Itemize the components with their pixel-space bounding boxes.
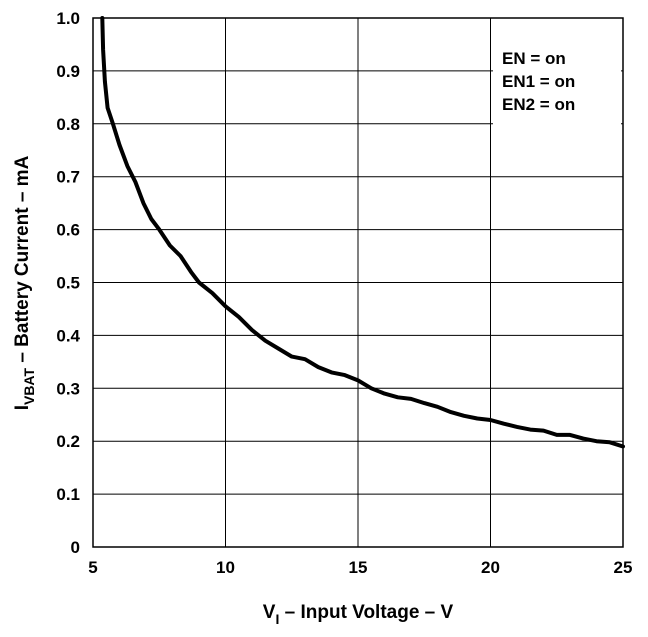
y-tick-label: 0.8 [56,115,80,134]
x-tick-label: 10 [216,558,235,577]
x-axis-label-main: V [263,602,276,623]
x-tick-label: 15 [349,558,368,577]
legend-entry: EN = on [502,49,566,68]
plot-frame [92,17,624,548]
legend-entry: EN2 = on [502,95,575,114]
legend-entry: EN1 = on [502,72,575,91]
y-axis-ticks: 0 0.1 0.2 0.3 0.4 0.5 0.6 0.7 0.8 0.9 1.0 [56,9,80,557]
y-tick-label: 0.7 [56,168,80,187]
y-tick-label: 1.0 [56,9,80,28]
y-axis-label-main: I [12,405,33,410]
y-axis-label: IVBAT – Battery Current – mA [12,155,37,410]
x-axis-label-rest: – Input Voltage – V [279,602,453,623]
y-tick-label: 0.6 [56,221,80,240]
x-tick-label: 5 [88,558,97,577]
x-axis-ticks: 5 10 15 20 25 [88,558,632,577]
x-axis-label: VI – Input Voltage – V [263,602,454,627]
series-line-battery-current [100,16,625,449]
x-tick-label: 25 [614,558,633,577]
y-tick-label: 0.5 [56,274,80,293]
legend-background [493,41,621,125]
y-tick-label: 0.4 [56,326,80,345]
legend: EN = on EN1 = on EN2 = on [493,41,621,125]
y-tick-label: 0 [71,538,80,557]
y-tick-label: 0.2 [56,432,80,451]
y-tick-label: 0.1 [56,485,80,504]
y-tick-label: 0.9 [56,62,80,81]
x-tick-label: 20 [481,558,500,577]
y-axis-label-rest: – Battery Current – mA [12,155,33,368]
x-axis-label-sub: I [275,611,279,627]
y-tick-label: 0.3 [56,379,80,398]
y-axis-label-sub: VBAT [21,367,37,405]
